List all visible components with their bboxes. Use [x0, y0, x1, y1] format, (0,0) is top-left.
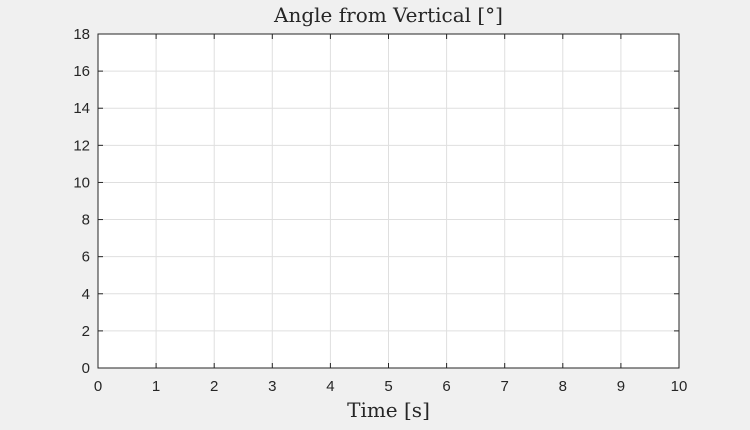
- grid-lines: [98, 34, 679, 368]
- x-axis-label: Time [s]: [347, 398, 430, 422]
- x-tick-label: 0: [94, 378, 102, 395]
- chart-title: Angle from Vertical [°]: [273, 3, 503, 27]
- x-tick-label: 6: [442, 378, 450, 395]
- y-tick-label: 2: [82, 323, 90, 340]
- x-tick-label: 5: [384, 378, 392, 395]
- y-tick-label: 16: [73, 63, 90, 80]
- x-tick-labels: 0 1 2 3 4 5 6 7 8 9 10: [94, 378, 688, 395]
- y-tick-labels: 0 2 4 6 8 10 12 14 16 18: [73, 26, 90, 377]
- x-tick-label: 2: [210, 378, 218, 395]
- x-tick-label: 7: [501, 378, 509, 395]
- y-tick-label: 14: [73, 100, 90, 117]
- y-tick-label: 0: [82, 360, 90, 377]
- x-tick-label: 10: [671, 378, 688, 395]
- axes-box: [97, 33, 680, 369]
- x-tick-label: 4: [326, 378, 334, 395]
- y-tick-label: 4: [82, 286, 90, 303]
- y-tick-label: 18: [73, 26, 90, 43]
- x-tick-label: 8: [559, 378, 567, 395]
- y-tick-label: 6: [82, 249, 90, 266]
- y-tick-label: 12: [73, 137, 90, 154]
- y-tick-label: 8: [82, 212, 90, 229]
- x-tick-label: 9: [617, 378, 625, 395]
- y-tick-label: 10: [73, 174, 90, 191]
- x-tick-label: 3: [268, 378, 276, 395]
- x-tick-label: 1: [152, 378, 160, 395]
